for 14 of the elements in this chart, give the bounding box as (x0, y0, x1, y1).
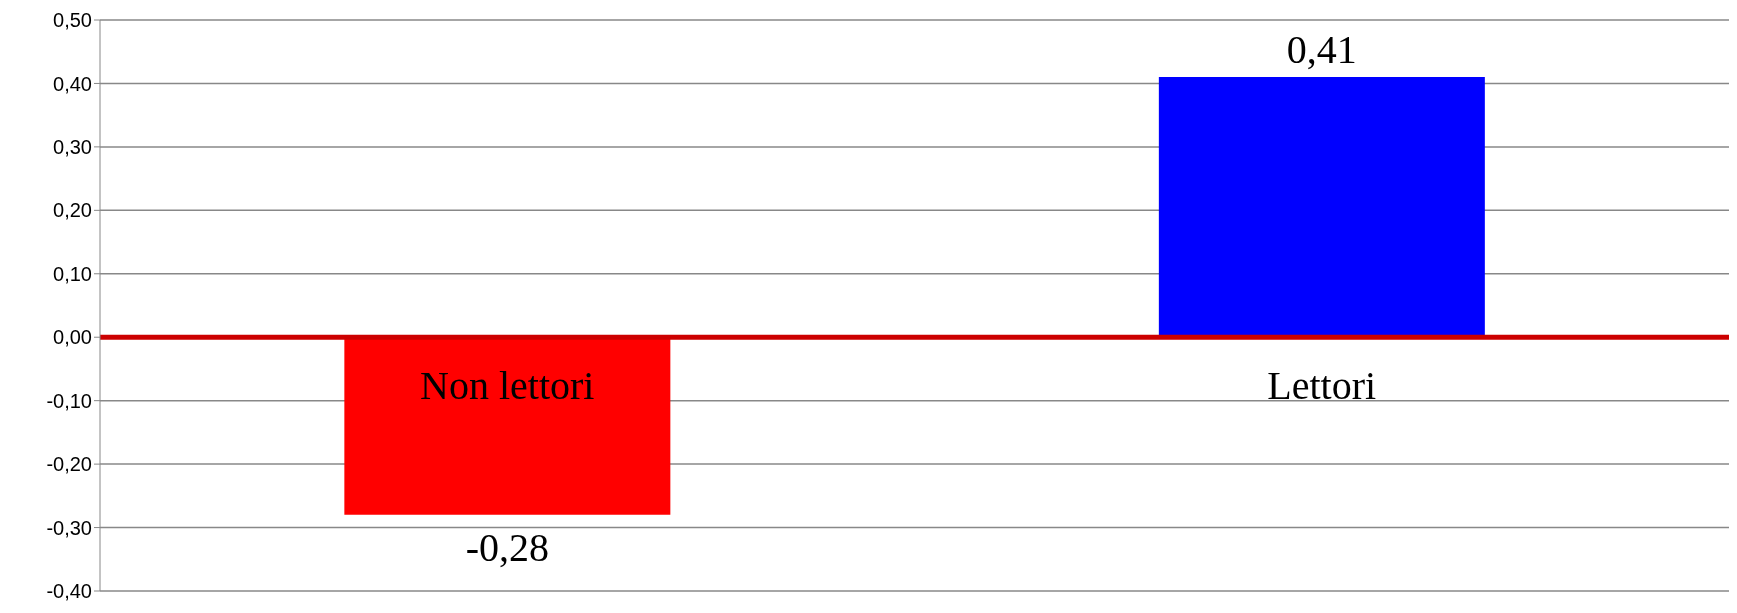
x-tick-label: Lettori (1267, 363, 1377, 409)
data-label: -0,28 (465, 524, 550, 570)
y-tick-label: 0,40 (53, 72, 92, 95)
y-tick-label: 0,00 (53, 326, 92, 349)
y-tick-label: -0,20 (46, 453, 92, 476)
y-tick-label: -0,10 (46, 389, 92, 412)
data-label: 0,41 (1286, 27, 1357, 73)
y-tick-label: 0,30 (53, 135, 92, 158)
y-tick-label: -0,30 (46, 516, 92, 539)
y-tick-label: -0,40 (46, 580, 92, 603)
y-tick-label: 0,50 (53, 9, 92, 32)
y-tick-label: 0,20 (53, 199, 92, 222)
x-tick-label: Non lettori (420, 363, 595, 409)
y-tick-label: 0,10 (53, 262, 92, 285)
